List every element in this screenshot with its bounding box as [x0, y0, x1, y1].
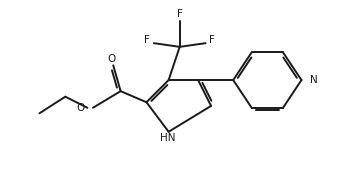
- Text: F: F: [144, 35, 150, 45]
- Text: O: O: [77, 103, 85, 113]
- Text: F: F: [209, 35, 215, 45]
- Text: F: F: [177, 9, 183, 19]
- Text: HN: HN: [160, 133, 176, 143]
- Text: N: N: [310, 75, 318, 85]
- Text: O: O: [107, 54, 115, 64]
